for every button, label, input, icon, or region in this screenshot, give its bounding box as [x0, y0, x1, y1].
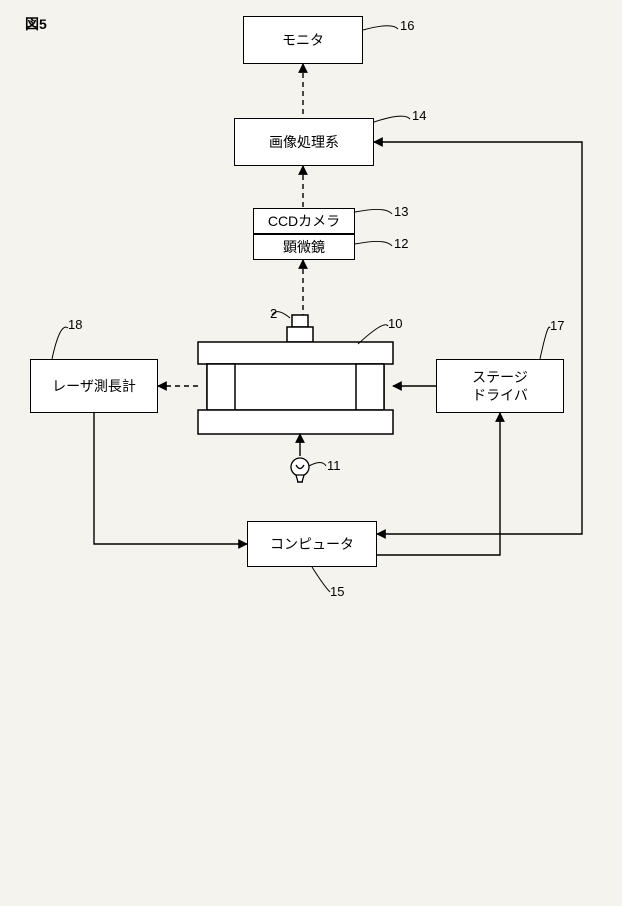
box-monitor: モニタ: [243, 16, 363, 64]
lamp-icon: [291, 458, 309, 482]
stage-assembly: [198, 315, 393, 434]
box-laser: レーザ測長計: [30, 359, 158, 413]
ref-ccd: 13: [394, 204, 408, 219]
ref-laser: 18: [68, 317, 82, 332]
box-computer: コンピュータ: [247, 521, 377, 567]
ccd-label: CCDカメラ: [268, 211, 340, 231]
figure-label: 図5: [25, 14, 47, 34]
ref-driver: 17: [550, 318, 564, 333]
box-imgproc: 画像処理系: [234, 118, 374, 166]
ref-stage: 10: [388, 316, 402, 331]
computer-label: コンピュータ: [270, 534, 354, 554]
monitor-label: モニタ: [282, 30, 324, 50]
imgproc-label: 画像処理系: [269, 132, 339, 152]
driver-label: ステージ ドライバ: [472, 368, 528, 404]
microscope-label: 顕微鏡: [283, 237, 325, 257]
ref-stage-plug: 2: [270, 306, 277, 321]
box-driver: ステージ ドライバ: [436, 359, 564, 413]
ref-lamp: 11: [327, 458, 341, 473]
ref-microscope: 12: [394, 236, 408, 251]
leader-lines: [52, 26, 550, 592]
ref-monitor: 16: [400, 18, 414, 33]
laser-label: レーザ測長計: [52, 376, 136, 396]
solid-links: [94, 142, 582, 555]
box-ccd: CCDカメラ: [253, 208, 355, 234]
ref-computer: 15: [330, 584, 344, 599]
ref-imgproc: 14: [412, 108, 426, 123]
box-microscope: 顕微鏡: [253, 234, 355, 260]
